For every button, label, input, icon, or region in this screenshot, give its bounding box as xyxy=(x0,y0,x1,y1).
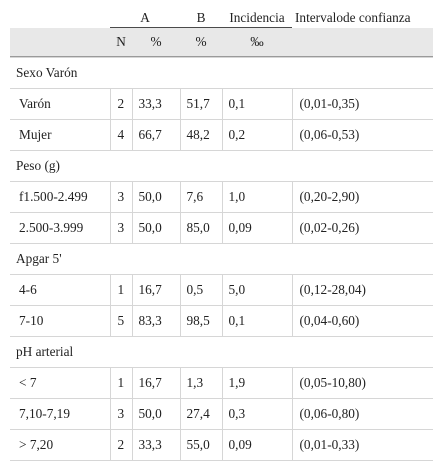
n-value: 3 xyxy=(109,181,132,213)
a-percent: 33,3 xyxy=(131,429,180,461)
sub-a-pct-header: % xyxy=(150,34,162,49)
group-label: Sexo Varón xyxy=(10,57,434,89)
a-percent: 83,3 xyxy=(131,305,180,337)
intervalo-value: (0,20-2,90) xyxy=(291,181,434,213)
table-row: Mujer 4 66,7 48,2 0,2 (0,06-0,53) xyxy=(10,119,434,151)
row-label: > 7,20 xyxy=(10,429,110,461)
row-label: 7,10-7,19 xyxy=(10,398,110,430)
intervalo-value: (0,01-0,33) xyxy=(291,429,434,461)
a-percent: 50,0 xyxy=(131,212,180,244)
intervalo-value: (0,05-10,80) xyxy=(291,367,434,399)
row-label: 2.500-3.999 xyxy=(10,212,110,244)
sub-incidencia-unit: ‰ xyxy=(250,34,264,49)
incidencia-value: 5,0 xyxy=(221,274,292,306)
group-label: Apgar 5' xyxy=(10,243,434,275)
incidencia-value: 0,09 xyxy=(221,429,292,461)
incidencia-value: 0,1 xyxy=(221,88,292,120)
col-b-header: B xyxy=(196,9,206,25)
a-percent: 16,7 xyxy=(131,274,180,306)
n-value: 2 xyxy=(109,429,132,461)
intervalo-value: (0,01-0,35) xyxy=(291,88,434,120)
group-header-row: Sexo Varón xyxy=(10,57,434,89)
table-row: > 7,20 2 33,3 55,0 0,09 (0,01-0,33) xyxy=(10,429,434,461)
intervalo-value: (0,12-28,04) xyxy=(291,274,434,306)
group-header-row: Apgar 5' xyxy=(10,243,434,275)
b-percent: 0,5 xyxy=(179,274,222,306)
b-percent: 55,0 xyxy=(179,429,222,461)
n-value: 2 xyxy=(109,88,132,120)
table-row: f1.500-2.499 3 50,0 7,6 1,0 (0,20-2,90) xyxy=(10,181,434,213)
sub-b-pct-header: % xyxy=(195,34,207,49)
a-percent: 16,7 xyxy=(131,367,180,399)
group-label: Peso (g) xyxy=(10,150,434,182)
table-row: 2.500-3.999 3 50,0 85,0 0,09 (0,02-0,26) xyxy=(10,212,434,244)
group-header-row: pH arterial xyxy=(10,336,434,368)
a-percent: 66,7 xyxy=(131,119,180,151)
sub-n-header: N xyxy=(116,34,126,49)
n-value: 3 xyxy=(109,398,132,430)
row-label: Varón xyxy=(10,88,110,120)
col-intervalo-header: Intervalode confianza xyxy=(295,9,411,25)
b-percent: 98,5 xyxy=(179,305,222,337)
header-row-1: A B Incidencia Intervalode confianza xyxy=(10,7,433,28)
col-a-header: A xyxy=(140,9,150,25)
b-percent: 1,3 xyxy=(179,367,222,399)
row-label: 4-6 xyxy=(10,274,110,306)
row-label: 7-10 xyxy=(10,305,110,337)
group-label: pH arterial xyxy=(10,336,434,368)
row-label: Mujer xyxy=(10,119,110,151)
b-percent: 48,2 xyxy=(179,119,222,151)
incidencia-value: 1,9 xyxy=(221,367,292,399)
table-row: 7-10 5 83,3 98,5 0,1 (0,04-0,60) xyxy=(10,305,434,337)
incidencia-value: 0,3 xyxy=(221,398,292,430)
b-percent: 27,4 xyxy=(179,398,222,430)
a-percent: 33,3 xyxy=(131,88,180,120)
table-row: 7,10-7,19 3 50,0 27,4 0,3 (0,06-0,80) xyxy=(10,398,434,430)
n-value: 1 xyxy=(109,367,132,399)
incidencia-underline xyxy=(222,27,292,28)
table-row: Varón 2 33,3 51,7 0,1 (0,01-0,35) xyxy=(10,88,434,120)
a-percent: 50,0 xyxy=(131,181,180,213)
incidencia-value: 0,09 xyxy=(221,212,292,244)
table-row: 4-6 1 16,7 0,5 5,0 (0,12-28,04) xyxy=(10,274,434,306)
row-label: f1.500-2.499 xyxy=(10,181,110,213)
incidencia-value: 1,0 xyxy=(221,181,292,213)
b-percent: 51,7 xyxy=(179,88,222,120)
group-header-row: Peso (g) xyxy=(10,150,434,182)
n-value: 3 xyxy=(109,212,132,244)
table-body: Sexo Varón Varón 2 33,3 51,7 0,1 (0,01-0,35) Mu… xyxy=(10,57,434,461)
header-row-2: N % % ‰ xyxy=(10,28,433,57)
incidencia-value: 0,2 xyxy=(221,119,292,151)
data-table: A B Incidencia Intervalode confianza N %… xyxy=(10,7,434,461)
b-percent: 85,0 xyxy=(179,212,222,244)
n-value: 1 xyxy=(109,274,132,306)
intervalo-value: (0,04-0,60) xyxy=(291,305,434,337)
col-incidencia-header: Incidencia xyxy=(229,9,285,25)
table-row: < 7 1 16,7 1,3 1,9 (0,05-10,80) xyxy=(10,367,434,399)
n-value: 4 xyxy=(109,119,132,151)
header-underline xyxy=(110,27,291,28)
intervalo-value: (0,06-0,53) xyxy=(291,119,434,151)
n-value: 5 xyxy=(109,305,132,337)
a-percent: 50,0 xyxy=(131,398,180,430)
b-percent: 7,6 xyxy=(179,181,222,213)
intervalo-value: (0,06-0,80) xyxy=(291,398,434,430)
intervalo-value: (0,02-0,26) xyxy=(291,212,434,244)
incidencia-value: 0,1 xyxy=(221,305,292,337)
row-label: < 7 xyxy=(10,367,110,399)
